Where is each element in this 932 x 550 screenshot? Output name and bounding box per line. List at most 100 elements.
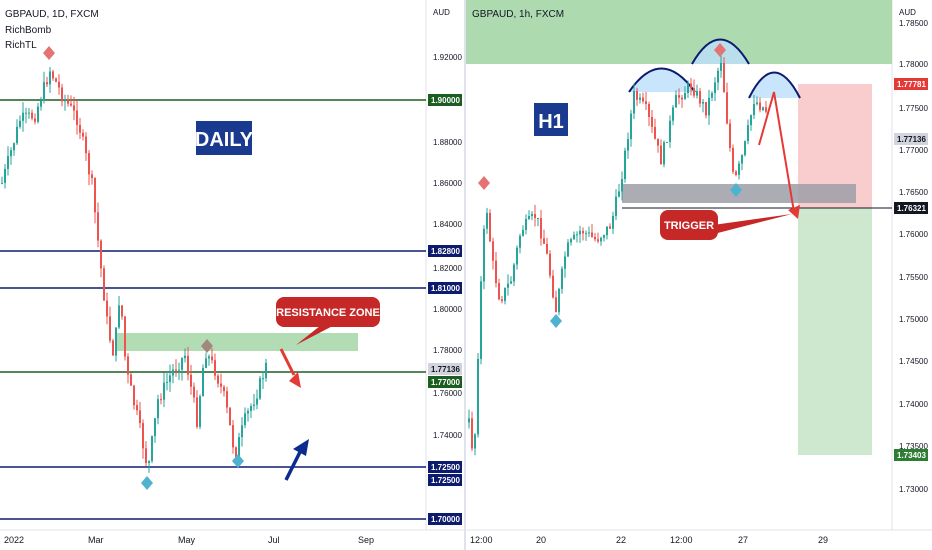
candle-body (97, 212, 99, 241)
candle-body (151, 436, 153, 462)
price-axis-label: 1.76500 (899, 188, 928, 197)
price-axis-label: 1.77500 (899, 104, 928, 113)
candle-body (654, 126, 656, 139)
candle-body (160, 399, 162, 401)
bottom-diamond-marker-2 (730, 183, 742, 197)
candle-body (256, 398, 258, 405)
take-profit-zone[interactable] (798, 208, 872, 455)
price-tag-text: 1.72500 (431, 463, 460, 472)
candle-body (187, 355, 189, 375)
candle-body (193, 386, 195, 398)
candle-body (585, 232, 587, 234)
candle-body (549, 253, 551, 276)
candle-body (684, 92, 686, 100)
candle-body (606, 226, 608, 236)
daily-chart-panel[interactable]: DAILY RESISTANCE ZONE GBPAUD, 1D, FXCM R… (0, 0, 466, 550)
candle-body (205, 358, 207, 368)
candle-body (753, 104, 755, 116)
candle-body (67, 99, 69, 104)
candle-body (570, 239, 572, 243)
resistance-zone-callout: RESISTANCE ZONE (276, 297, 380, 345)
candle-body (244, 413, 246, 426)
time-axis[interactable]: 2022 Mar May Jul Sep (4, 535, 374, 545)
candle-body (627, 139, 629, 151)
candle-body (7, 156, 9, 169)
daily-chart-canvas[interactable]: DAILY RESISTANCE ZONE GBPAUD, 1D, FXCM R… (0, 0, 466, 550)
candle-body (16, 126, 18, 144)
candle-body (564, 256, 566, 269)
candle-body (537, 218, 539, 220)
top-diamond-marker (478, 176, 490, 190)
currency-label: AUD (433, 8, 450, 17)
candle-body (672, 107, 674, 121)
candle-body (573, 234, 575, 240)
candle-body (648, 104, 650, 117)
candle-body (663, 142, 665, 165)
candle-body (73, 105, 75, 111)
hourly-chart-canvas[interactable]: H1 TRIGGER GBPAUD, 1h, FXCM AUD 1.78500 … (466, 0, 932, 550)
projected-path (758, 91, 795, 213)
candle-body (109, 316, 111, 341)
candle-body (516, 247, 518, 265)
candle-body (247, 410, 249, 414)
hourly-chart-panel[interactable]: H1 TRIGGER GBPAUD, 1h, FXCM AUD 1.78500 … (466, 0, 932, 550)
candle-body (238, 437, 240, 458)
h1-label-box: H1 (534, 103, 568, 136)
candle-body (699, 91, 701, 104)
candle-body (148, 461, 150, 464)
price-axis-label: 1.76000 (899, 230, 928, 239)
price-tag: 1.90000 (428, 94, 462, 106)
candle-body (711, 93, 713, 98)
trigger-callout: TRIGGER (660, 210, 792, 240)
candle-body (25, 112, 27, 114)
candle-body (166, 381, 168, 383)
price-axis[interactable]: 1.78500 1.78000 1.77500 1.77000 1.76500 … (899, 19, 928, 494)
up-arrow-icon (284, 439, 309, 481)
price-tag-text: 1.81000 (431, 284, 460, 293)
supply-zone-green[interactable] (466, 0, 892, 64)
candle-body (642, 97, 644, 102)
candle-body (708, 97, 710, 116)
candle-body (190, 374, 192, 387)
price-tag-text: 1.77781 (897, 80, 926, 89)
candle-body (696, 91, 698, 96)
price-tag-text: 1.76321 (897, 204, 926, 213)
time-axis-label: 20 (536, 535, 546, 545)
candle-body (597, 239, 599, 242)
resistance-zone[interactable] (117, 333, 358, 351)
time-axis-label: Mar (88, 535, 104, 545)
candle-body (226, 391, 228, 408)
candle-body (714, 82, 716, 94)
candle-body (720, 63, 722, 71)
candle-body (202, 367, 204, 397)
candle-body (621, 179, 623, 192)
candle-body (145, 448, 147, 464)
time-axis[interactable]: 12:00 20 22 12:00 27 29 (470, 535, 828, 545)
candle-body (250, 406, 252, 411)
candle-body (76, 110, 78, 125)
price-axis-label: 1.86000 (433, 179, 462, 188)
price-tag: 1.77000 (428, 376, 462, 388)
price-axis-label: 1.92000 (433, 53, 462, 62)
price-tag: 1.77781 (894, 78, 928, 90)
panel-divider[interactable] (464, 0, 466, 550)
indicator-richtl[interactable]: RichTL (5, 40, 37, 51)
top-diamond-marker-2 (714, 43, 726, 57)
candle-body (750, 115, 752, 126)
candle-body (507, 283, 509, 288)
candle-body (169, 375, 171, 382)
candle-body (13, 143, 15, 151)
time-axis-label: 12:00 (670, 535, 693, 545)
candle-body (675, 95, 677, 108)
candle-body (504, 287, 506, 302)
indicator-richbomb[interactable]: RichBomb (5, 25, 52, 36)
price-tag-text: 1.77000 (431, 378, 460, 387)
price-axis-label: 1.82000 (433, 264, 462, 273)
candle-body (235, 447, 237, 458)
head-arc (691, 38, 750, 65)
candle-body (531, 214, 533, 217)
price-axis[interactable]: 1.92000 1.88000 1.86000 1.84000 1.82000 … (433, 53, 462, 440)
time-axis-label: 27 (738, 535, 748, 545)
time-axis-label: Sep (358, 535, 374, 545)
price-axis-label: 1.78500 (899, 19, 928, 28)
